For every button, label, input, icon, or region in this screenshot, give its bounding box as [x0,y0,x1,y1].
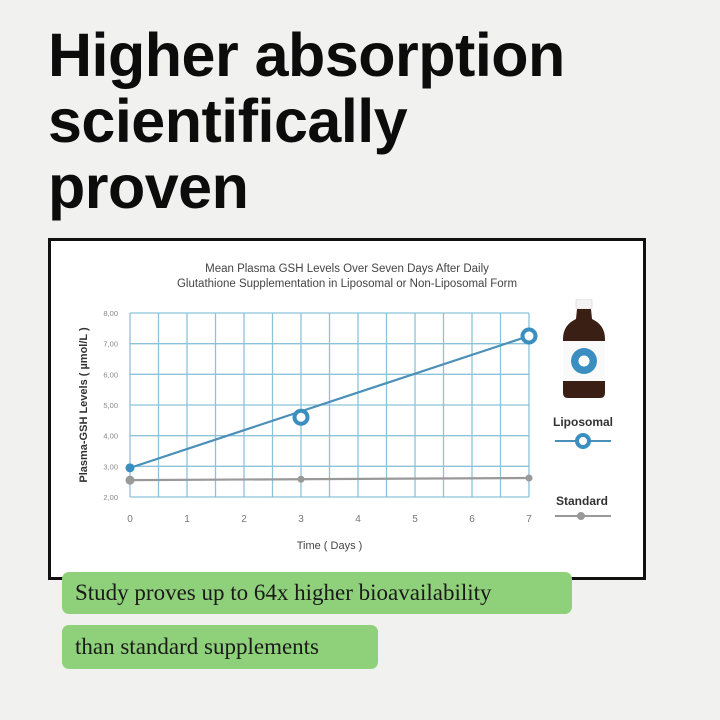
x-tick-label: 4 [355,514,361,525]
callout-line-2: than standard supplements [62,625,378,669]
x-axis-label: Time ( Days ) [297,540,363,552]
callout-line-1: Study proves up to 64x higher bioavailab… [62,572,572,614]
headline: Higher absorption scientifically proven [48,22,688,220]
line-chart: 2,00 3,00 4,00 5,00 6,00 7,00 8,00 0 1 2 3 4 5 6 7 Time… [78,309,538,552]
headline-line-2: scientifically [48,87,408,155]
data-point-standard [297,475,305,483]
data-point-liposomal [292,408,310,426]
x-tick-label: 7 [526,514,532,525]
y-tick-label: 6,00 [103,370,118,379]
x-tick-label: 6 [469,514,475,525]
y-tick-label: 5,00 [103,401,118,410]
y-axis-label: Plasma-GSH Levels ( µmol/L ) [78,327,90,483]
legend-marker-liposomal [555,433,611,449]
series-line-liposomal [129,334,530,469]
headline-line-3: proven [48,153,249,221]
data-point-standard [525,474,533,482]
legend-label-liposomal: Liposomal [553,415,614,429]
series-line-standard [129,476,530,482]
y-tick-label: 2,00 [103,493,118,502]
legend-marker-standard [555,512,611,520]
chart-title: Mean Plasma GSH Levels Over Seven Days A… [51,262,643,292]
x-tick-label: 3 [298,514,304,525]
chart-title-line-1: Mean Plasma GSH Levels Over Seven Days A… [205,263,489,275]
x-tick-label: 0 [127,514,133,525]
headline-line-1: Higher absorption [48,21,565,89]
x-tick-label: 5 [412,514,418,525]
x-tick-label: 2 [241,514,247,525]
y-tick-label: 3,00 [103,462,118,471]
y-tick-label: 4,00 [103,432,118,441]
chart-title-line-2: Glutathione Supplementation in Liposomal… [176,278,518,290]
liposomal-bottle-icon [563,299,605,398]
data-point-liposomal [520,327,538,345]
x-tick-label: 1 [184,514,190,525]
y-tick-label: 7,00 [103,340,118,349]
data-point-liposomal [125,463,135,473]
y-tick-label: 8,00 [103,309,118,318]
chart-card: Mean Plasma GSH Levels Over Seven Days A… [48,238,646,580]
legend-label-standard: Standard [556,494,609,508]
data-point-standard [125,475,135,485]
